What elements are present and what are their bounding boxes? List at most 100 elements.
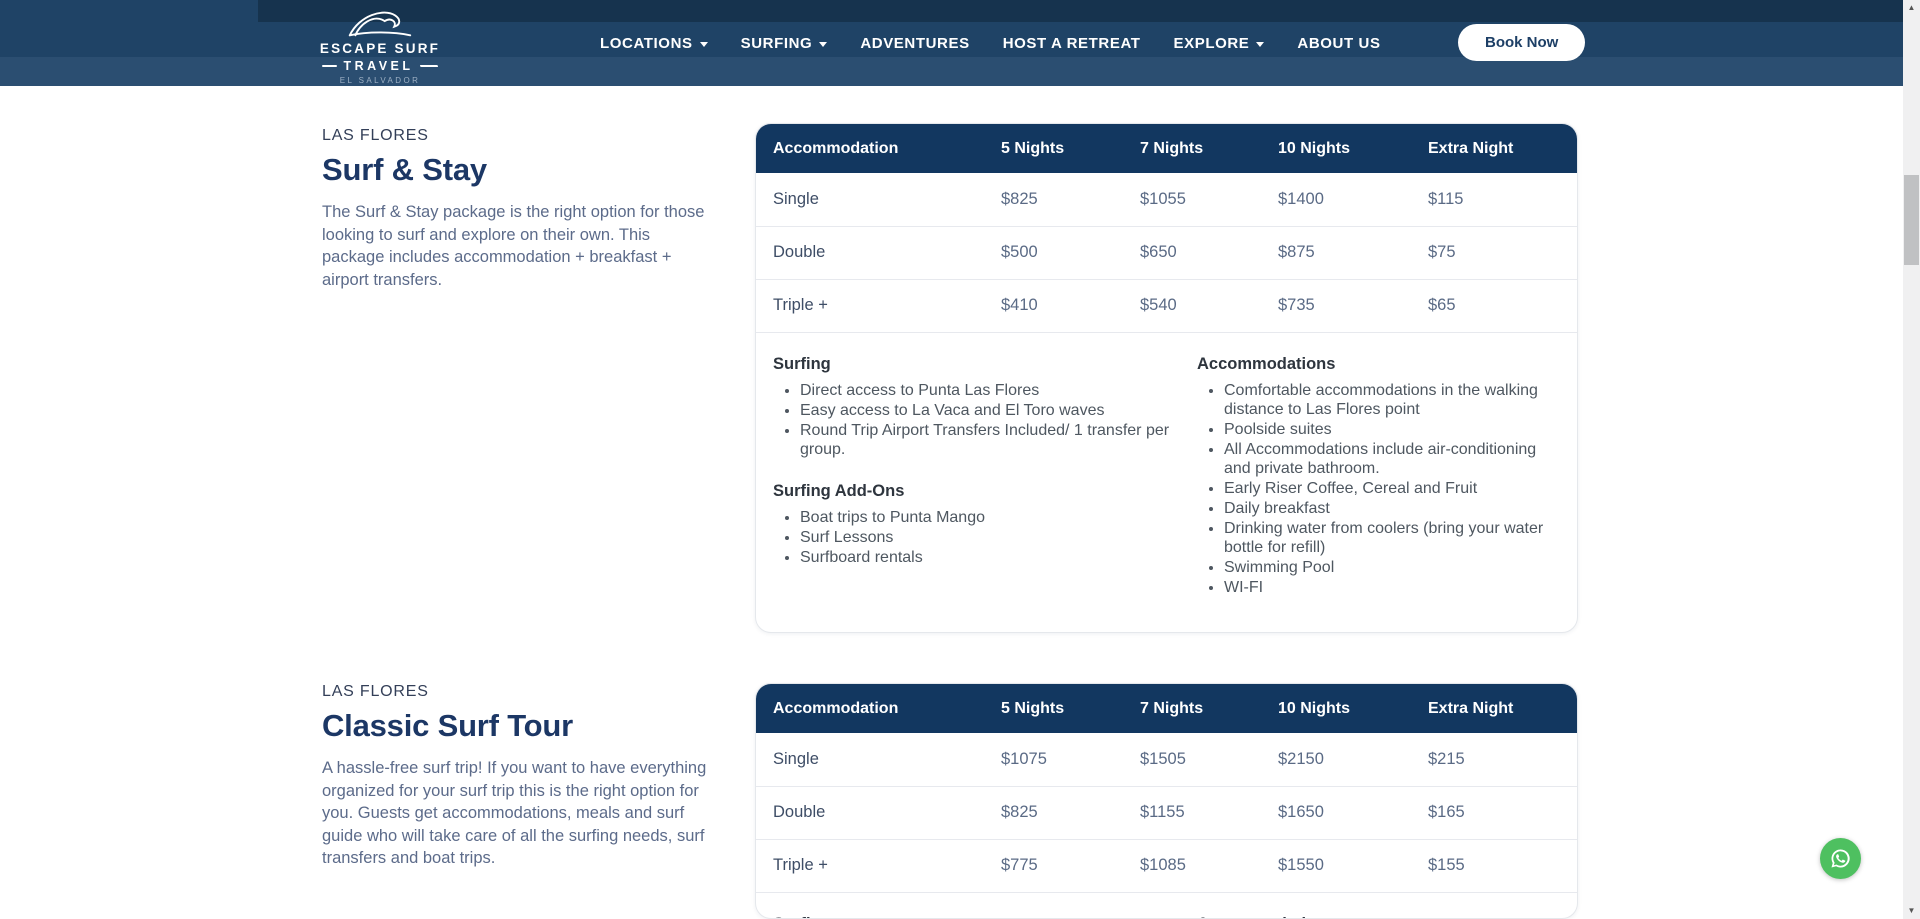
nav-item-label: LOCATIONS: [600, 34, 693, 52]
table-cell: $1505: [1140, 733, 1278, 787]
table-cell: $650: [1140, 226, 1278, 280]
table-cell: $1155: [1140, 786, 1278, 840]
table-cell: $500: [1001, 226, 1140, 280]
list-item: Direct access to Punta Las Flores: [800, 381, 1197, 400]
list-item: Comfortable accommodations in the walkin…: [1224, 381, 1560, 419]
scrollbar[interactable]: ▲ ▼: [1903, 0, 1920, 919]
table-cell: $1400: [1278, 173, 1428, 227]
nav-item-locations[interactable]: LOCATIONS: [600, 35, 708, 52]
table-row: Double $500 $650 $875 $75: [756, 226, 1577, 280]
table-header-cell: 5 Nights: [1001, 124, 1140, 173]
book-now-button[interactable]: Book Now: [1458, 24, 1586, 61]
scroll-up-icon[interactable]: ▲: [1907, 3, 1916, 12]
nav-item-adventures[interactable]: ADVENTURES: [860, 35, 969, 52]
section-classic-surf-tour-intro: LAS FLORES Classic Surf Tour A hassle-fr…: [322, 683, 716, 870]
list-item: Surfboard rentals: [800, 548, 1197, 567]
section-eyebrow: LAS FLORES: [322, 683, 429, 700]
package-details: Surfing Direct access to Punta Las Flore…: [756, 333, 1577, 632]
list-item: All Accommodations include air-condition…: [1224, 440, 1560, 478]
pricing-table: Accommodation 5 Nights 7 Nights 10 Night…: [756, 684, 1577, 893]
table-cell: $115: [1428, 173, 1577, 227]
table-body: Single $825 $1055 $1400 $115 Double $500…: [756, 173, 1577, 333]
section-surf-and-stay-intro: LAS FLORES Surf & Stay The Surf & Stay p…: [322, 127, 716, 291]
section-eyebrow: LAS FLORES: [322, 127, 429, 144]
table-cell: $1650: [1278, 786, 1428, 840]
table-cell: $875: [1278, 226, 1428, 280]
nav-item-label: HOST A RETREAT: [1002, 34, 1141, 52]
list-item: Easy access to La Vaca and El Toro waves: [800, 401, 1197, 420]
page-title: Surf & Stay: [322, 152, 487, 187]
table-cell: $410: [1001, 279, 1140, 333]
brand-logo[interactable]: ESCAPE SURF TRAVEL EL SALVADOR: [318, 6, 442, 85]
table-body: Single $1075 $1505 $2150 $215 Double $82…: [756, 733, 1577, 893]
list-item: Swimming Pool: [1224, 558, 1560, 577]
table-header-cell: 7 Nights: [1140, 684, 1278, 733]
main-menu: LOCATIONS SURFING ADVENTURES HOST A RETR…: [600, 0, 1381, 86]
list-item: Boat trips to Punta Mango: [800, 508, 1197, 527]
table-row: Single $1075 $1505 $2150 $215: [756, 733, 1577, 787]
table-row: Triple + $775 $1085 $1550 $155: [756, 839, 1577, 893]
section-description: A hassle-free surf trip! If you want to …: [322, 759, 707, 867]
list-item: Round Trip Airport Transfers Included/ 1…: [800, 421, 1197, 459]
nav-item-about-us[interactable]: ABOUT US: [1297, 35, 1380, 52]
nav-item-host-a-retreat[interactable]: HOST A RETREAT: [1003, 35, 1141, 52]
chevron-down-icon: [699, 41, 708, 47]
table-header-row: Accommodation 5 Nights 7 Nights 10 Night…: [756, 684, 1577, 733]
table-cell: $1075: [1001, 733, 1140, 787]
table-cell: $735: [1278, 279, 1428, 333]
table-cell: Triple +: [756, 839, 1001, 893]
table-cell: $1085: [1140, 839, 1278, 893]
table-cell: $825: [1001, 173, 1140, 227]
table-head: Accommodation 5 Nights 7 Nights 10 Night…: [756, 684, 1577, 733]
scroll-down-icon[interactable]: ▼: [1907, 906, 1916, 915]
nav-item-explore[interactable]: EXPLORE: [1174, 35, 1265, 52]
table-cell: $155: [1428, 839, 1577, 893]
wave-icon: [348, 11, 412, 37]
table-header-cell: 10 Nights: [1278, 124, 1428, 173]
detail-heading: Accommodations: [1197, 914, 1560, 919]
table-cell: Triple +: [756, 279, 1001, 333]
table-header-cell: 5 Nights: [1001, 684, 1140, 733]
table-header-cell: Extra Night: [1428, 124, 1577, 173]
nav-item-label: ADVENTURES: [860, 34, 970, 52]
scrollbar-thumb[interactable]: [1904, 175, 1919, 265]
table-cell: $65: [1428, 279, 1577, 333]
brand-country: EL SALVADOR: [339, 76, 421, 85]
details-column-accommodations: Accommodations: [1197, 908, 1560, 919]
surfing-list: Direct access to Punta Las Flores Easy a…: [773, 381, 1197, 459]
list-item: Early Riser Coffee, Cereal and Fruit: [1224, 479, 1560, 498]
brand-dash-left: [322, 65, 338, 67]
table-cell: Single: [756, 733, 1001, 787]
table-row: Single $825 $1055 $1400 $115: [756, 173, 1577, 227]
surfing-addons-list: Boat trips to Punta Mango Surf Lessons S…: [773, 508, 1197, 567]
table-cell: Double: [756, 786, 1001, 840]
details-column-surfing: Surfing: [773, 908, 1197, 919]
whatsapp-button[interactable]: [1820, 838, 1861, 879]
accommodations-list: Comfortable accommodations in the walkin…: [1197, 381, 1560, 597]
detail-heading: Accommodations: [1197, 354, 1336, 373]
table-cell: Single: [756, 173, 1001, 227]
package-details: Surfing Accommodations: [756, 893, 1577, 919]
brand-name: ESCAPE SURF: [319, 41, 441, 56]
chevron-down-icon: [819, 41, 828, 47]
list-item: Drinking water from coolers (bring your …: [1224, 519, 1560, 557]
list-item: Poolside suites: [1224, 420, 1560, 439]
nav-item-surfing[interactable]: SURFING: [741, 35, 828, 52]
whatsapp-icon: [1831, 849, 1850, 868]
pricing-card-surf-and-stay: Accommodation 5 Nights 7 Nights 10 Night…: [755, 123, 1578, 633]
navbar: ESCAPE SURF TRAVEL EL SALVADOR LOCATIONS…: [0, 0, 1903, 86]
pricing-table: Accommodation 5 Nights 7 Nights 10 Night…: [756, 124, 1577, 333]
detail-heading: Surfing: [773, 354, 831, 373]
table-cell: Double: [756, 226, 1001, 280]
table-row: Triple + $410 $540 $735 $65: [756, 279, 1577, 333]
table-cell: $540: [1140, 279, 1278, 333]
table-row: Double $825 $1155 $1650 $165: [756, 786, 1577, 840]
table-cell: $75: [1428, 226, 1577, 280]
list-item: Daily breakfast: [1224, 499, 1560, 518]
brand-sub: TRAVEL: [318, 59, 442, 73]
list-item: WI-FI: [1224, 578, 1560, 597]
table-head: Accommodation 5 Nights 7 Nights 10 Night…: [756, 124, 1577, 173]
table-header-cell: Accommodation: [756, 124, 1001, 173]
table-header-cell: Accommodation: [756, 684, 1001, 733]
